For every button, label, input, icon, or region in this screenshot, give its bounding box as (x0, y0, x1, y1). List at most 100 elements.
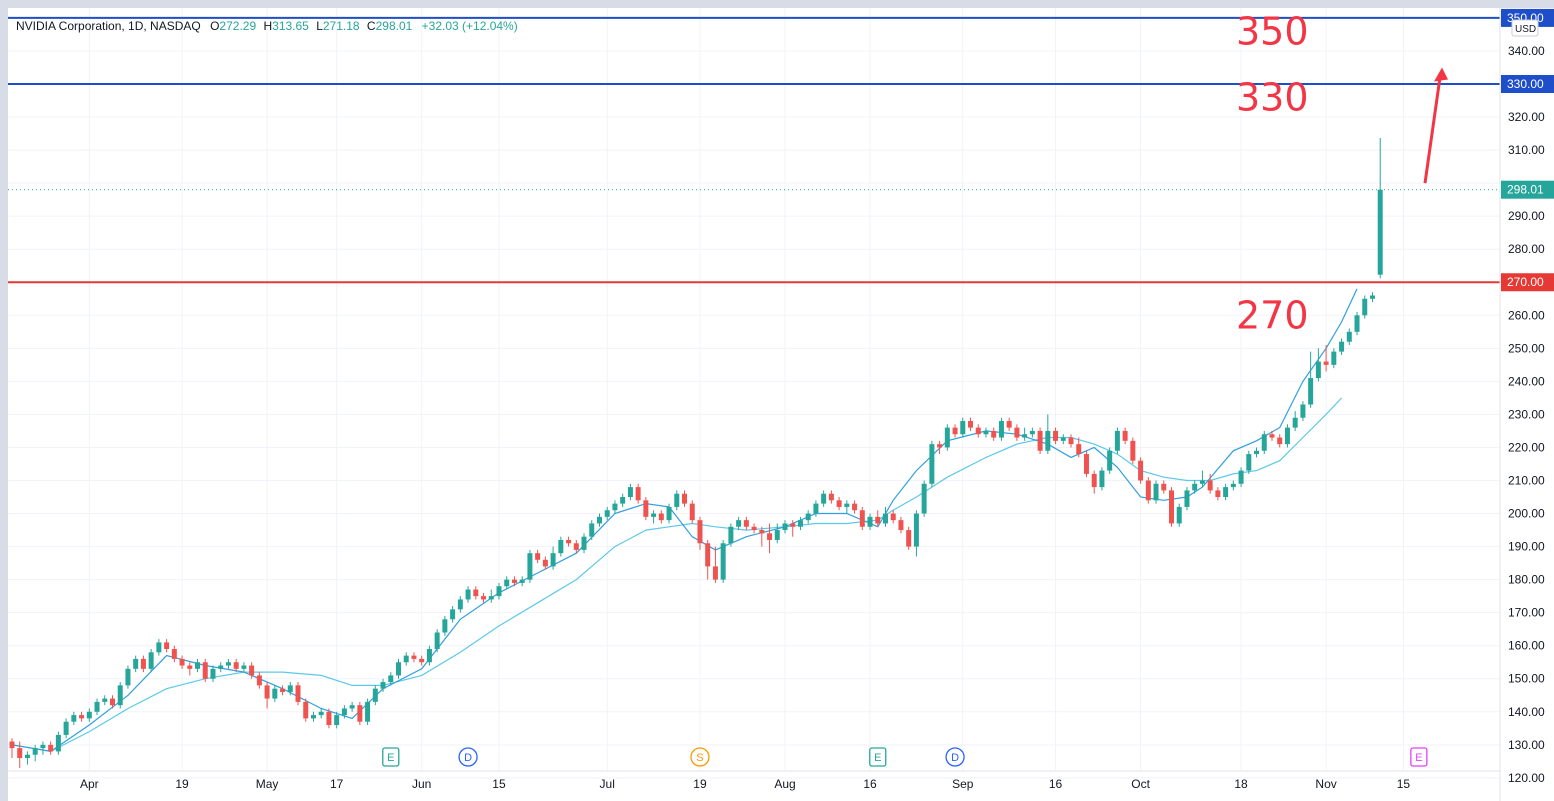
candle-body (998, 421, 1004, 438)
candle-body (519, 579, 525, 583)
event-letter: D (951, 752, 959, 764)
candle-body (55, 734, 61, 752)
time-tick-label: Aug (774, 777, 795, 791)
price-tick-label: 290.00 (1508, 209, 1545, 223)
candle-body (457, 599, 463, 610)
price-tick-label: 280.00 (1508, 242, 1545, 256)
candle-body (1215, 490, 1221, 498)
time-tick-label: 19 (175, 777, 189, 791)
candle-body (1377, 189, 1383, 275)
candle-body (225, 662, 231, 666)
candle-body (1192, 483, 1198, 491)
event-marker-E[interactable]: E (1410, 747, 1428, 767)
candle-body (210, 668, 216, 679)
candle-body (426, 649, 432, 663)
candle-body (558, 539, 564, 554)
candle-body (1346, 331, 1352, 342)
dividend-icon (458, 747, 478, 767)
candle-body (40, 744, 46, 749)
price-chart[interactable]: 350 330 270 E D S E D E 340.00 320.00 310.00 290.0… (8, 8, 1554, 801)
price-tick-label: 250.00 (1508, 341, 1545, 355)
event-letter: E (1415, 752, 1422, 764)
time-tick-label: Apr (80, 777, 99, 791)
candle-body (859, 510, 865, 527)
candle-body (1045, 430, 1051, 451)
candle-body (365, 701, 371, 722)
candle-body (148, 652, 154, 669)
candle-body (643, 500, 649, 517)
event-marker-E[interactable]: E (382, 747, 400, 767)
candle-body (1308, 378, 1314, 405)
price-axis[interactable]: 340.00 320.00 310.00 290.00 280.00 260.00 250.… (1499, 8, 1554, 801)
candle-body (821, 493, 827, 504)
legend-high-label: H (263, 19, 272, 33)
candle-body (1362, 298, 1368, 316)
horizontal-levels[interactable] (8, 16, 1500, 284)
candle-body (705, 543, 711, 567)
candle-body (1068, 437, 1074, 445)
legend-change: +32.03 (+12.04%) (422, 19, 518, 33)
legend-low: 271.18 (323, 19, 360, 33)
candle-body (511, 579, 517, 583)
candle-body (287, 685, 293, 692)
event-marker-D[interactable]: D (458, 747, 478, 767)
price-tick-label: 260.00 (1508, 308, 1545, 322)
price-tick-label: 180.00 (1508, 573, 1545, 587)
candle-body (1091, 473, 1097, 488)
candle-body (496, 586, 502, 597)
dividend-icon (945, 747, 965, 767)
price-tick-label: 170.00 (1508, 606, 1545, 620)
event-marker-E[interactable]: E (869, 747, 887, 767)
candle-body (1053, 430, 1059, 441)
candle-body (295, 685, 301, 702)
candle-body (419, 658, 425, 663)
candle-body (1107, 450, 1113, 471)
time-tick-label: Jun (412, 777, 431, 791)
candle-body (991, 430, 997, 438)
candle-body (117, 685, 123, 706)
candle-body (1022, 434, 1028, 438)
candle-body (1176, 506, 1182, 524)
time-tick-label: 16 (863, 777, 877, 791)
event-letter: E (387, 752, 394, 764)
chart-container[interactable]: 350 330 270 E D S E D E 340.00 320.00 310.00 290.0… (8, 8, 1554, 801)
candle-body (1369, 295, 1375, 299)
candle-body (604, 510, 610, 517)
ma-slow-line (11, 397, 1343, 753)
candle-body (689, 503, 695, 521)
event-marker-S[interactable]: S (690, 747, 710, 767)
candle-body (805, 513, 811, 521)
candle-body (651, 513, 657, 517)
legend-high: 313.65 (272, 19, 309, 33)
arrow-head-icon (1434, 67, 1448, 82)
price-tick-label: 130.00 (1508, 738, 1545, 752)
candle-body (790, 523, 796, 527)
candle-body (310, 715, 316, 719)
candle-body (9, 741, 15, 749)
time-tick-label: May (256, 777, 279, 791)
currency-box[interactable] (1511, 19, 1539, 37)
last-price-badge (1501, 180, 1554, 199)
candle-body (550, 553, 556, 567)
price-tick-label: 220.00 (1508, 440, 1545, 454)
candle-body (542, 559, 548, 567)
candle-body (952, 427, 958, 435)
candle-body (481, 596, 487, 600)
candle-body (898, 520, 904, 531)
candle-body (906, 530, 912, 547)
price-tick-label: 150.00 (1508, 672, 1545, 686)
candle-body (334, 715, 340, 726)
candle-body (264, 685, 270, 699)
price-tick-label: 230.00 (1508, 407, 1545, 421)
candle-body (736, 520, 742, 527)
candle-body (102, 698, 108, 702)
legend-close-label: C (367, 19, 376, 33)
candle-body (156, 642, 162, 653)
candle-body (24, 754, 30, 759)
candle-body (1006, 421, 1012, 428)
annotations: 350 330 270 (1236, 9, 1448, 338)
event-marker-D[interactable]: D (945, 747, 965, 767)
candle-body (164, 642, 170, 650)
time-axis[interactable]: Apr 19 May 17 Jun 15 Jul 19 Aug 16 Sep 16 Oct 18 Nov 15 (8, 770, 1500, 791)
